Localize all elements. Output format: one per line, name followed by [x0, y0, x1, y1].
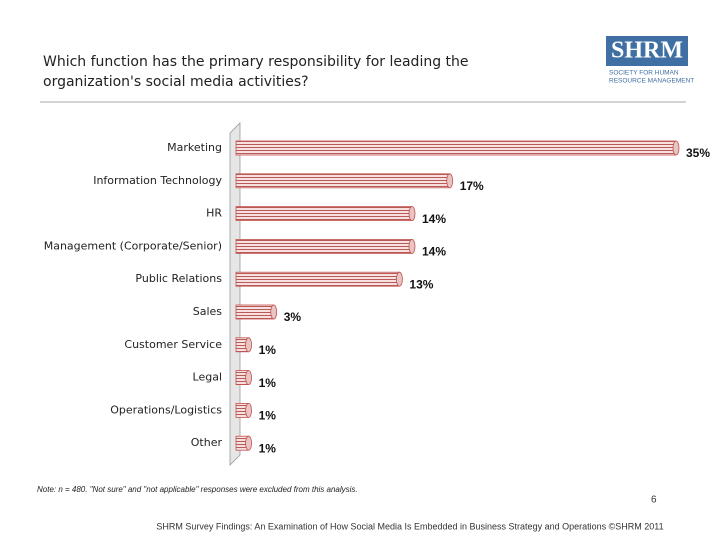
bar-end [408, 206, 416, 222]
bar [235, 140, 677, 156]
category-label: Information Technology [93, 174, 222, 187]
bar-end [245, 370, 252, 386]
bar-end [270, 304, 278, 320]
category-label: Public Relations [135, 272, 222, 285]
category-label: Marketing [167, 141, 222, 154]
bar-end [408, 238, 416, 254]
bar [235, 238, 413, 254]
logo: SHRM SOCIETY FOR HUMAN RESOURCE MANAGEME… [606, 36, 694, 85]
value-label: 14% [422, 212, 446, 226]
bar-end [672, 140, 680, 156]
logo-line: RESOURCE MANAGEMENT [609, 78, 694, 85]
category-label: HR [206, 207, 222, 220]
value-label: 1% [259, 441, 277, 455]
logo-text: SHRM [611, 38, 683, 64]
value-label: 14% [422, 245, 446, 259]
value-label: 1% [259, 343, 277, 357]
bar [235, 304, 275, 320]
page-number: 6 [651, 495, 657, 506]
bar-end [396, 271, 403, 287]
bar-end [446, 173, 454, 189]
category-label: Management (Corporate/Senior) [44, 239, 222, 252]
category-label: Other [191, 436, 223, 449]
footer: SHRM Survey Findings: An Examination of … [156, 521, 663, 531]
note: Note: n = 480. "Not sure" and "not appli… [37, 485, 358, 494]
bar-end [245, 402, 252, 418]
value-label: 1% [259, 409, 277, 423]
value-label: 1% [259, 376, 277, 390]
chart-title: Which function has the primary responsib… [43, 54, 469, 90]
bar-end [245, 337, 252, 353]
value-label: 3% [284, 310, 302, 324]
category-label: Customer Service [124, 338, 222, 351]
value-label: 35% [686, 146, 710, 160]
bar [235, 271, 400, 287]
bar [235, 206, 413, 222]
logo-line: SOCIETY FOR HUMAN [609, 70, 679, 77]
logo-box [606, 36, 688, 66]
bar-end [245, 435, 252, 451]
value-label: 17% [460, 179, 484, 193]
value-label: 13% [409, 277, 433, 291]
category-label: Sales [193, 305, 223, 318]
category-label: Operations/Logistics [110, 403, 222, 416]
category-label: Legal [193, 371, 222, 384]
bar [235, 173, 451, 189]
